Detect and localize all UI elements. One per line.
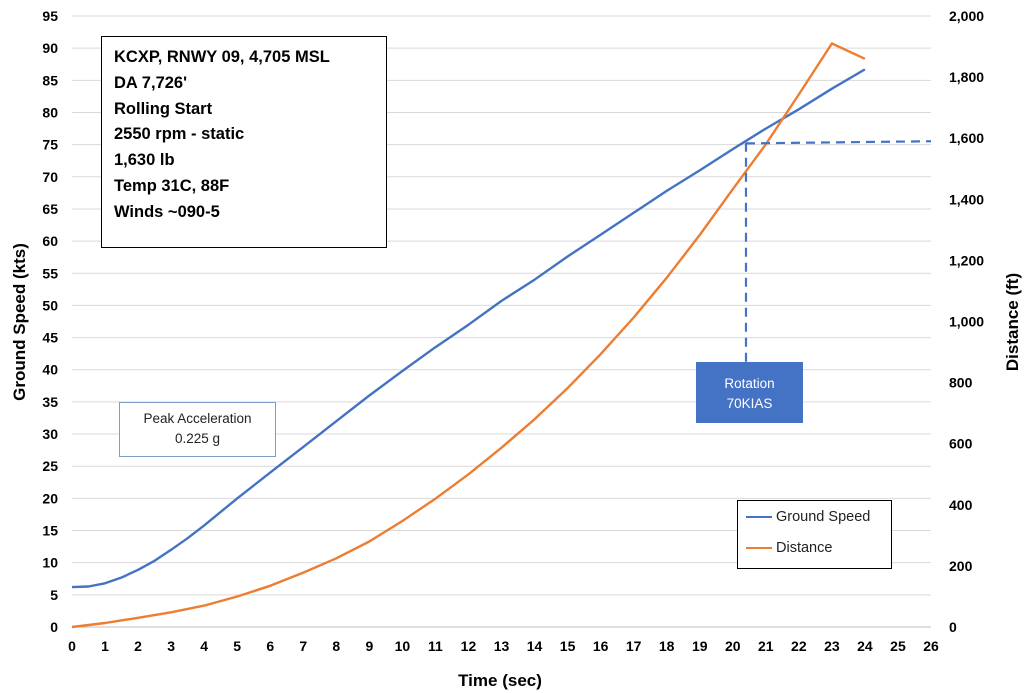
y-left-tick-label: 30	[42, 426, 58, 442]
axes: 0510152025303540455055606570758085909502…	[42, 8, 984, 654]
y-right-tick-label: 600	[949, 436, 973, 452]
x-tick-label: 10	[395, 638, 411, 654]
x-axis-title: Time (sec)	[458, 671, 542, 690]
x-tick-label: 21	[758, 638, 774, 654]
x-tick-label: 0	[68, 638, 76, 654]
x-tick-label: 14	[527, 638, 543, 654]
y-left-tick-label: 55	[42, 265, 58, 281]
ground-speed-line	[71, 68, 866, 589]
x-tick-label: 3	[167, 638, 175, 654]
y-left-tick-label: 10	[42, 555, 58, 571]
y-left-tick-label: 90	[42, 40, 58, 56]
y-left-tick-label: 85	[42, 72, 58, 88]
info-line: Rolling Start	[114, 99, 213, 118]
y-axis-right-title: Distance (ft)	[1003, 273, 1022, 371]
x-tick-label: 9	[365, 638, 373, 654]
x-tick-label: 18	[659, 638, 675, 654]
x-tick-label: 13	[494, 638, 510, 654]
info-line: DA 7,726'	[114, 73, 188, 92]
x-tick-label: 19	[692, 638, 708, 654]
y-right-tick-label: 2,000	[949, 8, 984, 24]
legend-label-ground-speed: Ground Speed	[776, 509, 871, 525]
y-left-tick-label: 15	[42, 523, 58, 539]
distance-line	[71, 42, 866, 629]
info-line: Temp 31C, 88F	[114, 176, 230, 195]
x-tick-label: 17	[626, 638, 642, 654]
x-tick-label: 2	[134, 638, 142, 654]
x-tick-label: 24	[857, 638, 873, 654]
y-left-tick-label: 40	[42, 362, 58, 378]
x-tick-label: 11	[428, 638, 443, 654]
x-tick-label: 23	[824, 638, 840, 654]
y-left-tick-label: 45	[42, 330, 58, 346]
y-left-tick-label: 60	[42, 233, 58, 249]
y-right-tick-label: 800	[949, 375, 973, 391]
peak-acceleration-value: 0.225 g	[174, 431, 221, 446]
legend: Ground Speed Distance	[737, 500, 892, 569]
peak-acceleration-box: Peak Acceleration 0.225 g	[119, 402, 276, 457]
info-line: 2550 rpm - static	[114, 125, 245, 144]
y-right-tick-label: 1,800	[949, 69, 984, 85]
x-tick-label: 22	[791, 638, 807, 654]
y-right-tick-label: 1,200	[949, 252, 984, 268]
x-tick-label: 16	[593, 638, 609, 654]
y-right-tick-label: 400	[949, 497, 973, 513]
x-tick-label: 8	[332, 638, 340, 654]
y-left-tick-label: 20	[42, 490, 58, 506]
y-left-tick-label: 50	[42, 297, 58, 313]
rotation-horizontal-dash	[745, 140, 932, 145]
legend-label-distance: Distance	[776, 540, 833, 556]
rotation-label: Rotation	[724, 376, 775, 391]
legend-item-ground-speed: Ground Speed	[746, 509, 870, 525]
peak-acceleration-label: Peak Acceleration	[143, 411, 252, 426]
y-left-tick-label: 35	[42, 394, 58, 410]
y-left-tick-label: 0	[50, 619, 58, 635]
x-tick-label: 25	[890, 638, 906, 654]
x-tick-label: 6	[266, 638, 274, 654]
rotation-callout: Rotation 70KIAS	[696, 362, 803, 423]
info-line: KCXP, RNWY 09, 4,705 MSL	[114, 48, 330, 66]
x-tick-label: 26	[923, 638, 939, 654]
y-left-tick-label: 95	[42, 8, 58, 24]
y-right-tick-label: 1,000	[949, 314, 984, 330]
y-left-tick-label: 70	[42, 169, 58, 185]
x-tick-label: 4	[200, 638, 208, 654]
y-left-tick-label: 80	[42, 104, 58, 120]
legend-item-distance: Distance	[746, 540, 832, 556]
legend-swatch-distance	[746, 547, 772, 549]
y-right-tick-label: 0	[949, 619, 957, 635]
y-left-tick-label: 75	[42, 137, 58, 153]
y-axis-left-title: Ground Speed (kts)	[10, 243, 29, 401]
y-left-tick-label: 65	[42, 201, 58, 217]
y-right-tick-label: 200	[949, 558, 973, 574]
x-tick-label: 7	[299, 638, 307, 654]
rotation-speed: 70KIAS	[726, 396, 773, 411]
legend-swatch-ground-speed	[746, 516, 772, 518]
y-left-tick-label: 25	[42, 458, 58, 474]
conditions-box: KCXP, RNWY 09, 4,705 MSL DA 7,726' Rolli…	[101, 36, 387, 248]
info-line: 1,630 lb	[114, 151, 175, 170]
x-tick-label: 5	[233, 638, 241, 654]
y-right-tick-label: 1,600	[949, 130, 984, 146]
x-tick-label: 15	[560, 638, 576, 654]
x-tick-label: 20	[725, 638, 741, 654]
y-right-tick-label: 1,400	[949, 191, 984, 207]
series-layer	[71, 42, 932, 629]
x-tick-label: 12	[461, 638, 477, 654]
y-left-tick-label: 5	[50, 587, 58, 603]
x-tick-label: 1	[101, 638, 109, 654]
info-line: Winds ~090-5	[114, 202, 220, 221]
